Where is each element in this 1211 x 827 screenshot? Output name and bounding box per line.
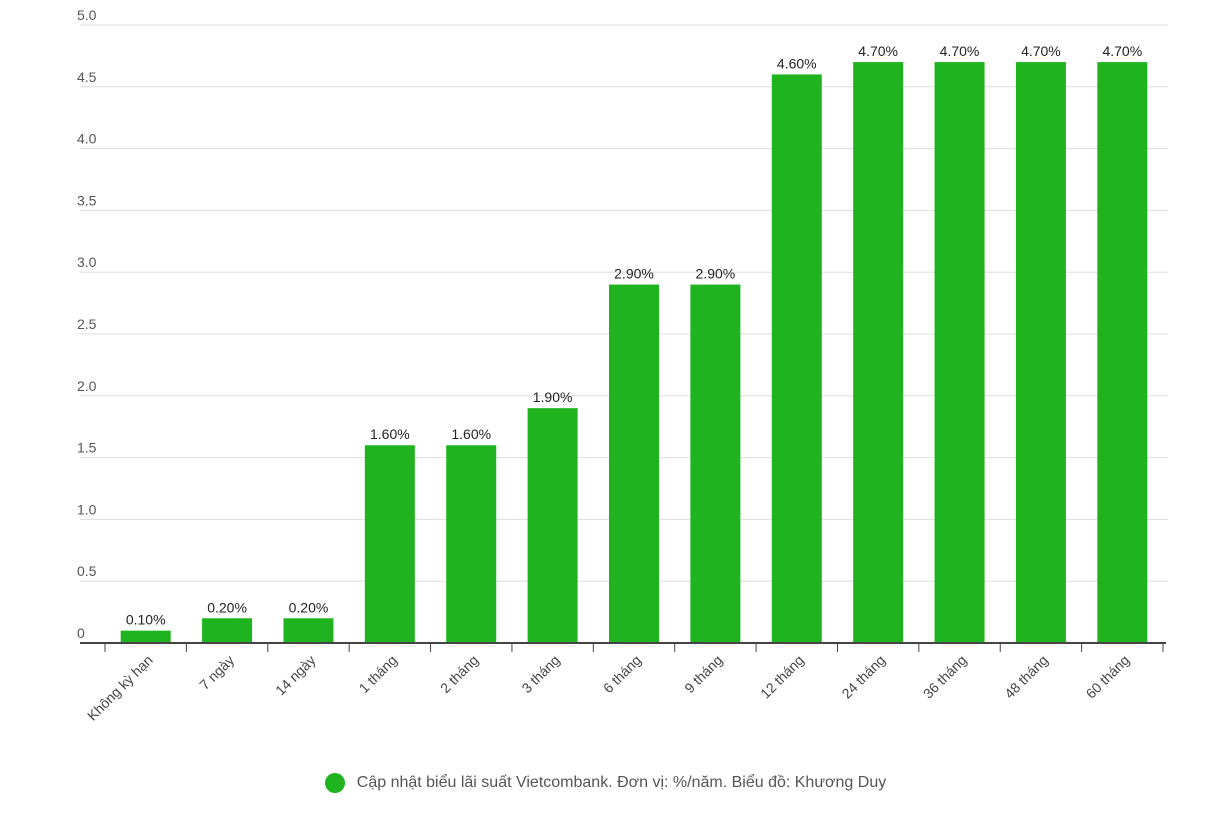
bar [202,618,253,643]
data-label: 2.90% [614,266,654,282]
x-axis [80,642,1166,652]
x-tick-label: 7 ngày [196,652,237,693]
legend-label: Cập nhật biểu lãi suất Vietcombank. Đơn … [356,774,887,791]
x-tick-label: 1 tháng [356,652,400,696]
x-tick-label: 14 ngày [272,652,319,699]
data-label: 1.90% [533,389,573,405]
y-tick-label: 3.0 [77,254,97,270]
data-label: 0.10% [126,612,166,628]
x-tick-label: 48 tháng [1001,652,1051,702]
data-label: 0.20% [289,599,329,615]
y-tick-label: 0 [77,625,85,641]
x-tick-label: 24 tháng [838,652,888,702]
data-label: 4.70% [1021,43,1061,59]
bar [446,445,497,643]
bar [364,445,415,643]
data-label: 4.70% [858,43,898,59]
data-label: 1.60% [451,426,491,442]
x-tick-label: 3 tháng [518,652,562,696]
x-tick-label: Không kỳ hạn [84,652,156,724]
bar [527,408,578,643]
bar [853,62,904,643]
x-tick-label: 9 tháng [681,652,725,696]
bar [283,618,334,643]
x-tick-label: 2 tháng [437,652,481,696]
y-tick-label: 2.5 [77,316,97,332]
y-tick-label: 4.5 [77,69,97,85]
bar [934,62,985,643]
bars [120,62,1148,643]
y-tick-label: 1.5 [77,440,97,456]
data-label: 1.60% [370,426,410,442]
data-label: 2.90% [696,266,736,282]
y-tick-label: 3.5 [77,192,97,208]
data-labels: 0.10% 0.20% 0.20% 1.60% 1.60% 1.90% 2.90% 2.90%… [126,43,1142,628]
bar [609,284,659,643]
y-tick-label: 2.0 [77,378,97,394]
x-tick-label: 6 tháng [600,652,644,696]
x-tick-label: 12 tháng [757,652,807,702]
y-axis-ticks: 0 0.5 1.0 1.5 2.0 2.5 3.0 3.5 4.0 4.5 5.0 [77,7,97,641]
bar [1015,62,1066,643]
data-label: 4.60% [777,55,817,71]
data-label: 4.70% [1102,43,1142,59]
bar [120,630,171,643]
y-tick-label: 0.5 [77,563,97,579]
bar-chart: 0 0.5 1.0 1.5 2.0 2.5 3.0 3.5 4.0 4.5 5.0 0.10% 0.2… [77,7,1168,724]
x-tick-label: 36 tháng [920,652,970,702]
y-tick-label: 4.0 [77,131,97,147]
data-label: 4.70% [940,43,980,59]
data-label: 0.20% [207,599,247,615]
bar [771,74,822,643]
y-tick-label: 1.0 [77,501,97,517]
bar [690,284,741,643]
x-axis-ticks: Không kỳ hạn 7 ngày 14 ngày 1 tháng 2 tháng 3… [84,652,1132,724]
legend-swatch [324,773,345,793]
y-tick-label: 5.0 [77,7,97,23]
x-tick-label: 60 tháng [1083,652,1133,702]
bar [1097,62,1148,643]
legend: Cập nhật biểu lãi suất Vietcombank. Đơn … [0,770,1211,796]
